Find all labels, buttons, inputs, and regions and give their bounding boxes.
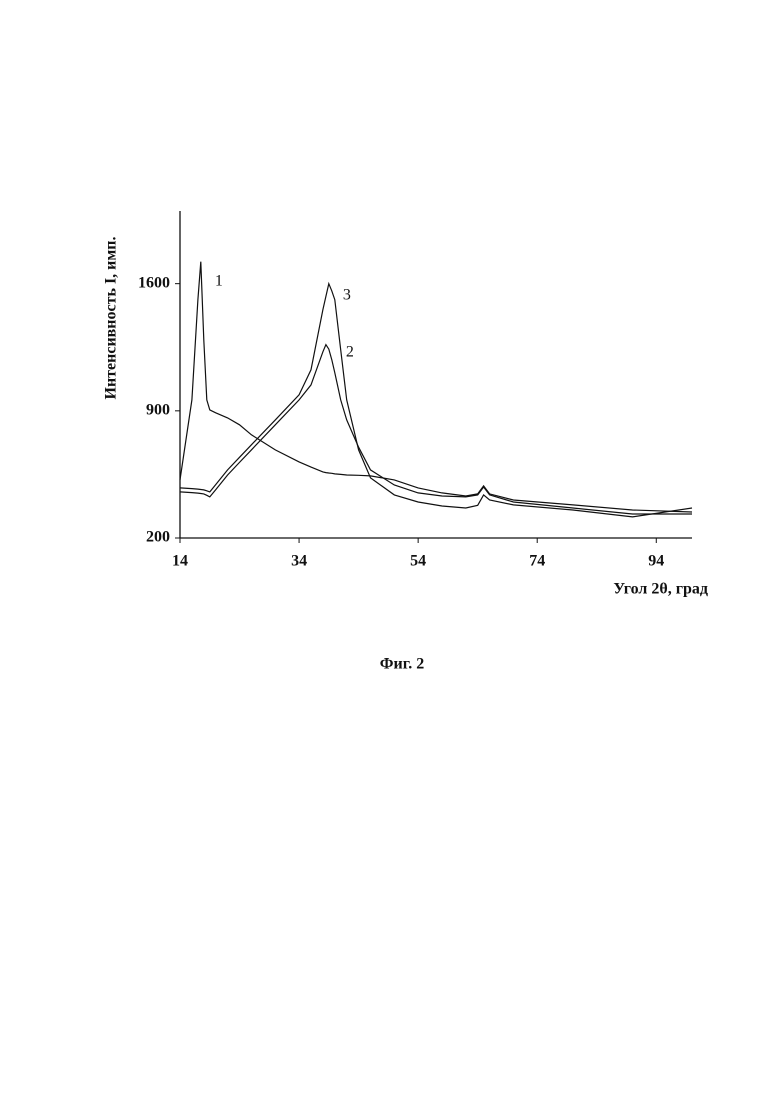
series-line — [180, 284, 692, 517]
series-label: 3 — [343, 286, 351, 303]
x-tick-label: 34 — [291, 553, 307, 570]
x-axis-label: Угол 2θ, град — [613, 581, 708, 598]
x-tick-label: 74 — [529, 553, 545, 570]
series-label: 1 — [215, 272, 223, 289]
x-tick-label: 94 — [648, 553, 664, 570]
y-axis-label: Интенсивность I, имп. — [103, 236, 120, 399]
figure-caption: Фиг. 2 — [380, 656, 424, 673]
page: Интенсивность I, имп. Угол 2θ, град Фиг.… — [0, 0, 780, 1103]
y-tick-label: 200 — [146, 529, 170, 546]
series-line — [180, 262, 692, 512]
series-line — [180, 345, 692, 514]
y-tick-label: 900 — [146, 402, 170, 419]
x-tick-label: 14 — [172, 553, 188, 570]
y-tick-label: 1600 — [138, 274, 170, 291]
x-tick-label: 54 — [410, 553, 426, 570]
series-label: 2 — [346, 343, 354, 360]
